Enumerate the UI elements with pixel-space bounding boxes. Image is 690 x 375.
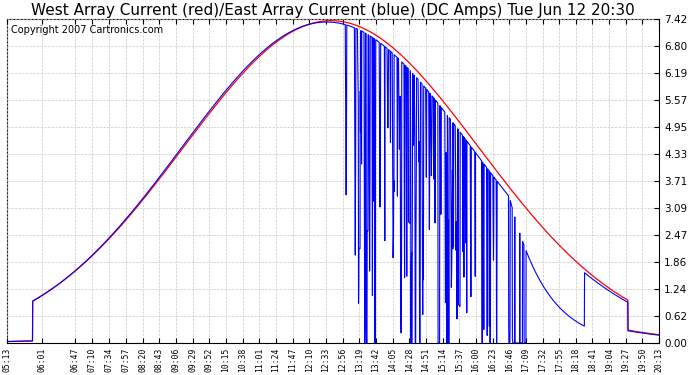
- Text: Copyright 2007 Cartronics.com: Copyright 2007 Cartronics.com: [10, 26, 163, 35]
- Title: West Array Current (red)/East Array Current (blue) (DC Amps) Tue Jun 12 20:30: West Array Current (red)/East Array Curr…: [31, 3, 635, 18]
